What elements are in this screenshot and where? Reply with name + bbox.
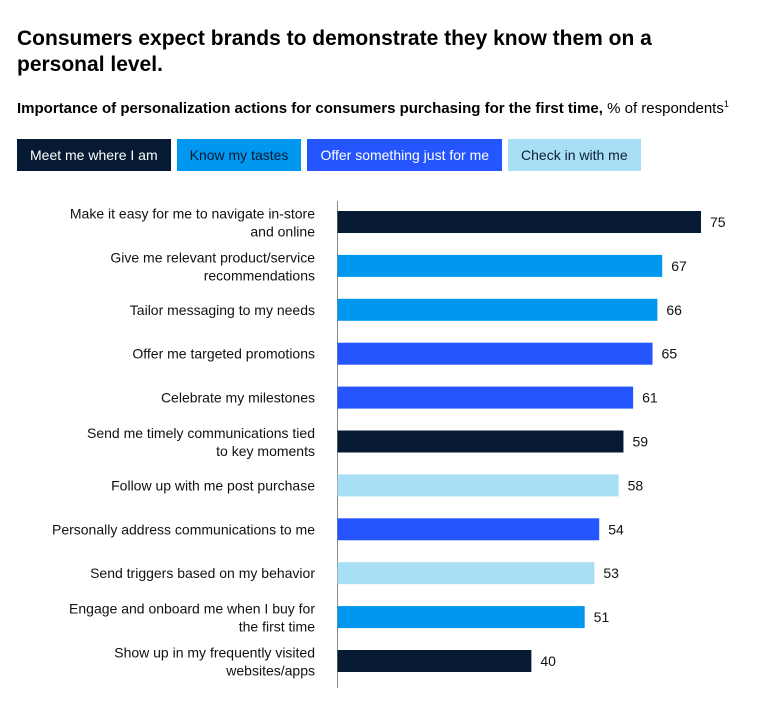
category-label-1: Make it easy for me to navigate in-store… [70, 206, 315, 240]
category-label-line: Give me relevant product/service [110, 249, 315, 265]
category-label-line: Engage and onboard me when I buy for [69, 601, 315, 617]
legend: Meet me where I am Know my tastes Offer so… [17, 139, 641, 171]
bar-1 [337, 211, 701, 233]
bar-4 [337, 342, 653, 365]
category-label-10: Engage and onboard me when I buy for the … [69, 601, 315, 635]
bar-6 [337, 430, 624, 453]
category-label-line: Tailor messaging to my needs [130, 302, 315, 318]
footnote-mark: 1 [723, 99, 729, 109]
legend-item-offer: Offer something just for me [307, 139, 503, 171]
bar-9 [337, 562, 595, 585]
legend-item-know: Know my tastes [176, 139, 302, 171]
category-label-9: Send triggers based on my behavior [90, 565, 315, 581]
category-label-line: the first time [239, 619, 315, 635]
category-label-line: Celebrate my milestones [161, 390, 315, 406]
value-label-3: 66 [666, 302, 682, 318]
category-label-line: and online [250, 224, 315, 240]
category-label-2: Give me relevant product/service recommen… [110, 249, 315, 283]
chart-title: Consumers expect brands to demonstrate t… [17, 27, 652, 76]
subtitle-unit: % of respondents [602, 100, 724, 117]
bar-11 [337, 650, 532, 672]
value-label-7: 58 [628, 477, 644, 493]
bar-3 [337, 298, 658, 321]
category-label-line: Show up in my frequently visited [114, 645, 315, 661]
category-label-line: Follow up with me post purchase [111, 477, 315, 493]
value-label-5: 61 [642, 390, 658, 406]
category-label-line: websites/apps [225, 663, 315, 679]
category-label-5: Celebrate my milestones [161, 390, 315, 406]
category-label-3: Tailor messaging to my needs [130, 302, 315, 318]
category-label-line: recommendations [204, 267, 315, 283]
value-label-2: 67 [671, 258, 687, 274]
category-label-line: Offer me targeted promotions [132, 346, 315, 362]
value-label-8: 54 [608, 521, 624, 537]
bar-5 [337, 386, 634, 409]
category-label-7: Follow up with me post purchase [111, 477, 315, 493]
category-label-line: to key moments [216, 443, 315, 459]
category-label-line: Send triggers based on my behavior [90, 565, 315, 581]
category-label-4: Offer me targeted promotions [132, 346, 315, 362]
value-label-11: 40 [540, 653, 556, 669]
category-label-line: Make it easy for me to navigate in-store [70, 206, 315, 222]
legend-item-check: Check in with me [508, 139, 641, 171]
category-label-11: Show up in my frequently visited websites… [114, 645, 315, 679]
bar-2 [337, 254, 663, 277]
value-label-4: 65 [662, 346, 678, 362]
subtitle-bold: Importance of personalization actions fo… [17, 100, 603, 117]
value-label-6: 59 [632, 434, 648, 450]
value-label-9: 53 [603, 565, 619, 581]
category-label-line: Personally address communications to me [52, 521, 315, 537]
bar-10 [337, 606, 585, 629]
value-label-10: 51 [594, 609, 610, 625]
value-label-1: 75 [710, 214, 726, 230]
chart-subtitle: Importance of personalization actions fo… [17, 94, 762, 119]
category-label-8: Personally address communications to me [52, 521, 315, 537]
category-label-line: Send me timely communications tied [87, 425, 315, 441]
category-label-6: Send me timely communications tied to key… [87, 425, 315, 459]
bar-8 [337, 518, 600, 541]
bar-7 [337, 474, 619, 497]
legend-item-meet: Meet me where I am [17, 139, 171, 171]
